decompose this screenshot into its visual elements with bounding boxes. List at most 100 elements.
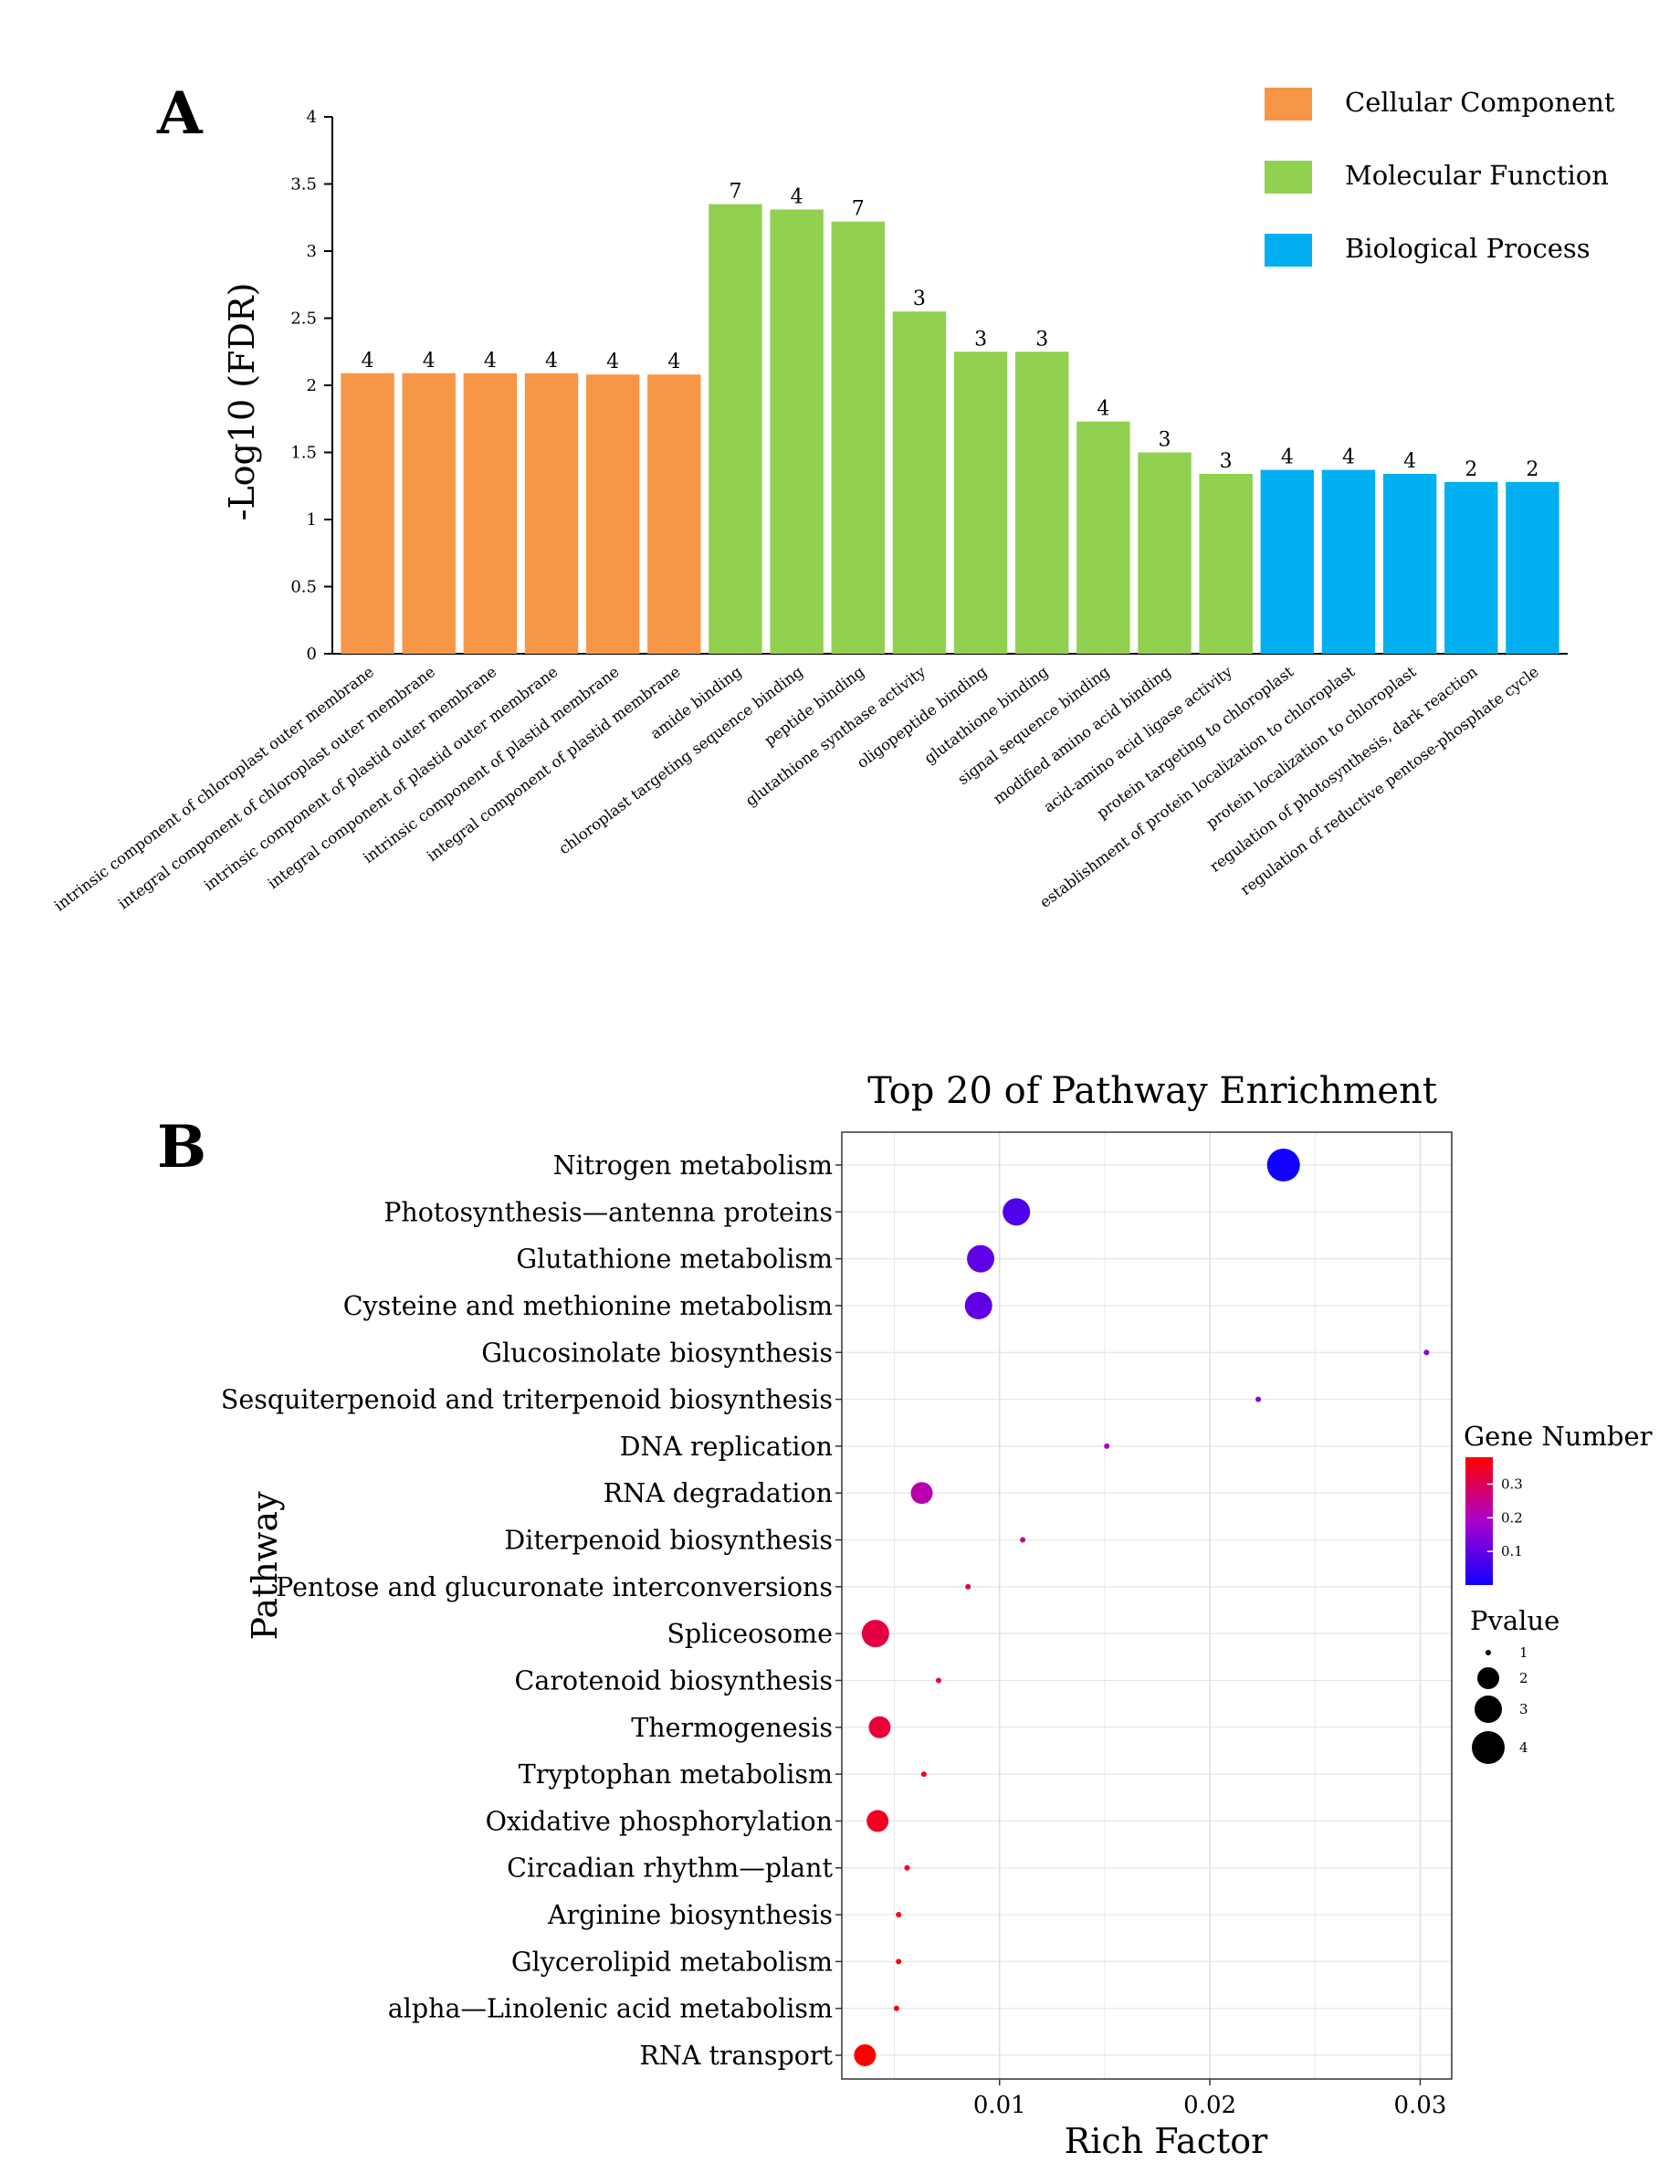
panel-a-bar-count-label: 4 <box>545 350 558 373</box>
panel-b-pathway-label: Pentose and glucuronate interconversions <box>276 1572 833 1602</box>
panel-a-bar-count-label: 4 <box>667 351 680 373</box>
panel-b-pathway-labels: Nitrogen metabolism Photosynthesis—antenn… <box>221 1150 842 2071</box>
pvalue-legend: Pvalue 1 2 3 4 <box>1470 1605 1559 1764</box>
gene-number-legend: Gene Number 0.3 0.2 0.1 <box>1464 1421 1653 1585</box>
panel-a-y-tick-label: 0 <box>307 645 317 664</box>
panel-a-axes <box>331 117 1568 655</box>
panel-a-y-tick-label: 1 <box>307 510 317 530</box>
panel-b-pathway-label: Tryptophan metabolism <box>519 1759 833 1790</box>
panel-b-pathway-label: Circadian rhythm—plant <box>507 1853 833 1884</box>
panel-a-legend: Cellular Component Molecular Function Biol… <box>1265 87 1615 267</box>
panel-a-bar-count-label: 3 <box>1220 450 1233 473</box>
panel-a-bar-count-label: 4 <box>1403 450 1416 473</box>
panel-b-pathway-label: Glutathione metabolism <box>516 1244 833 1275</box>
panel-b-points <box>854 1149 1430 2066</box>
panel-b-pathway-label: Glucosinolate biosynthesis <box>481 1338 833 1368</box>
panel-a-bar <box>1076 421 1130 654</box>
panel-a-bar <box>1382 474 1437 654</box>
panel-a-bar-count-label: 4 <box>1342 446 1355 469</box>
panel-a-bar-count-label: 4 <box>1281 446 1294 469</box>
panel-b-pathway-label: Thermogenesis <box>631 1713 833 1743</box>
panel-b-pathway-label: Photosynthesis—antenna proteins <box>383 1197 833 1227</box>
panel-a-y-tick-label: 2 <box>307 376 317 395</box>
panel-b-pathway-label: Oxidative phosphorylation <box>486 1806 833 1836</box>
panel-a-bar <box>953 352 1008 654</box>
panel-a-category-labels: intrinsic component of chloroplast outer… <box>51 663 1542 915</box>
panel-a-bar-count-label: 7 <box>729 181 741 204</box>
panel-a-y-tick-label: 3.5 <box>290 175 317 194</box>
panel-b-pathway-label: Glycerolipid metabolism <box>511 1947 833 1977</box>
panel-b-point <box>861 1620 889 1648</box>
panel-b-pathway-label: Arginine biosynthesis <box>547 1900 833 1930</box>
panel-b-point <box>920 1771 927 1778</box>
panel-a-bar-count-label: 4 <box>1097 398 1109 421</box>
panel-b-point <box>1020 1537 1026 1543</box>
panel-b-point <box>965 1583 971 1590</box>
panel-a-y-axis-title: -Log10 (FDR) <box>222 283 262 521</box>
panel-b-x-axis-title: Rich Factor <box>1065 2121 1268 2161</box>
panel-a-legend-swatch <box>1265 234 1312 267</box>
panel-b-point <box>866 1810 889 1832</box>
panel-b-title: Top 20 of Pathway Enrichment <box>867 1070 1437 1112</box>
panel-b-bubble-chart: B Top 20 of Pathway Enrichment Rich Fact… <box>157 1070 1653 2161</box>
panel-b-point <box>967 1244 995 1273</box>
pvalue-legend-title: Pvalue <box>1470 1605 1559 1636</box>
panel-a-category-label: integral component of plastid outer memb… <box>265 663 562 892</box>
panel-a-bar <box>1015 352 1069 654</box>
panel-a-label: A <box>156 79 204 148</box>
panel-b-pathway-label: RNA degradation <box>604 1478 833 1508</box>
gene-number-legend-title: Gene Number <box>1464 1421 1653 1452</box>
panel-b-x-tick-label: 0.02 <box>1183 2092 1236 2119</box>
panel-b-gridlines <box>842 1132 1452 2079</box>
panel-b-point <box>935 1677 941 1684</box>
panel-a-legend-swatch <box>1265 88 1312 121</box>
pvalue-legend-dot <box>1486 1650 1491 1655</box>
panel-a-bar-count-label: 3 <box>1159 429 1171 452</box>
panel-b-point <box>896 1912 902 1918</box>
gene-number-tick-label: 0.3 <box>1501 1475 1523 1492</box>
pvalue-legend-dot <box>1475 1696 1502 1723</box>
panel-a-bar <box>1506 481 1559 654</box>
panel-a-bar-count-label: 4 <box>484 350 497 373</box>
panel-a-legend-label: Biological Process <box>1345 233 1591 264</box>
panel-a-bar <box>1260 469 1315 654</box>
panel-b-x-tick-label: 0.01 <box>973 2092 1026 2119</box>
panel-b-x-ticks: 0.01 0.02 0.03 <box>973 2079 1446 2119</box>
panel-b-point <box>904 1864 910 1871</box>
panel-a-bar <box>1321 469 1376 654</box>
panel-b-point <box>1266 1149 1300 1181</box>
panel-b-pathway-label: DNA replication <box>620 1432 833 1462</box>
panel-a-bar-count-label: 3 <box>913 288 926 310</box>
panel-b-pathway-label: Spliceosome <box>667 1619 833 1649</box>
panel-a-bar <box>647 374 701 654</box>
panel-a-y-tick-label: 0.5 <box>290 578 317 597</box>
panel-b-y-axis-title: Pathway <box>245 1491 285 1640</box>
panel-a-category-label: intrinsic component of plastid outer mem… <box>201 663 499 894</box>
panel-a-bars <box>341 204 1559 655</box>
panel-b-pathway-label: Diterpenoid biosynthesis <box>504 1526 833 1556</box>
panel-a-bar <box>1444 481 1498 654</box>
panel-a-y-tick-label: 4 <box>307 108 317 127</box>
pvalue-legend-label: 3 <box>1519 1701 1528 1717</box>
panel-a-bar-count-label: 4 <box>362 350 374 373</box>
panel-a-bar <box>402 373 456 654</box>
panel-a-bar <box>524 373 579 654</box>
panel-a-bar <box>341 373 394 654</box>
panel-a-bar <box>770 209 824 654</box>
panel-b-point <box>868 1716 891 1738</box>
panel-b-point <box>893 2005 899 2011</box>
panel-b-point <box>1003 1198 1031 1226</box>
panel-a-bar-count-label: 4 <box>791 185 803 208</box>
pvalue-legend-dot <box>1477 1667 1499 1689</box>
panel-a-bar-chart: A -Log10 (FDR) 0 0.5 1 1.5 2 2.5 3 3.5 4 4 4 4 4 4 4 7… <box>51 79 1615 915</box>
panel-b-point <box>1255 1396 1262 1402</box>
panel-a-bar <box>463 373 518 654</box>
panel-b-point <box>896 1958 902 1965</box>
panel-a-bar <box>709 204 762 655</box>
panel-a-category-label: peptide binding <box>761 663 867 750</box>
panel-a-y-tick-label: 3 <box>307 242 317 261</box>
panel-b-pathway-label: Carotenoid biosynthesis <box>515 1665 833 1696</box>
panel-a-bar-count-label: 3 <box>1035 328 1048 351</box>
panel-a-bar <box>585 374 640 654</box>
panel-a-bar-count-label: 7 <box>852 198 865 221</box>
